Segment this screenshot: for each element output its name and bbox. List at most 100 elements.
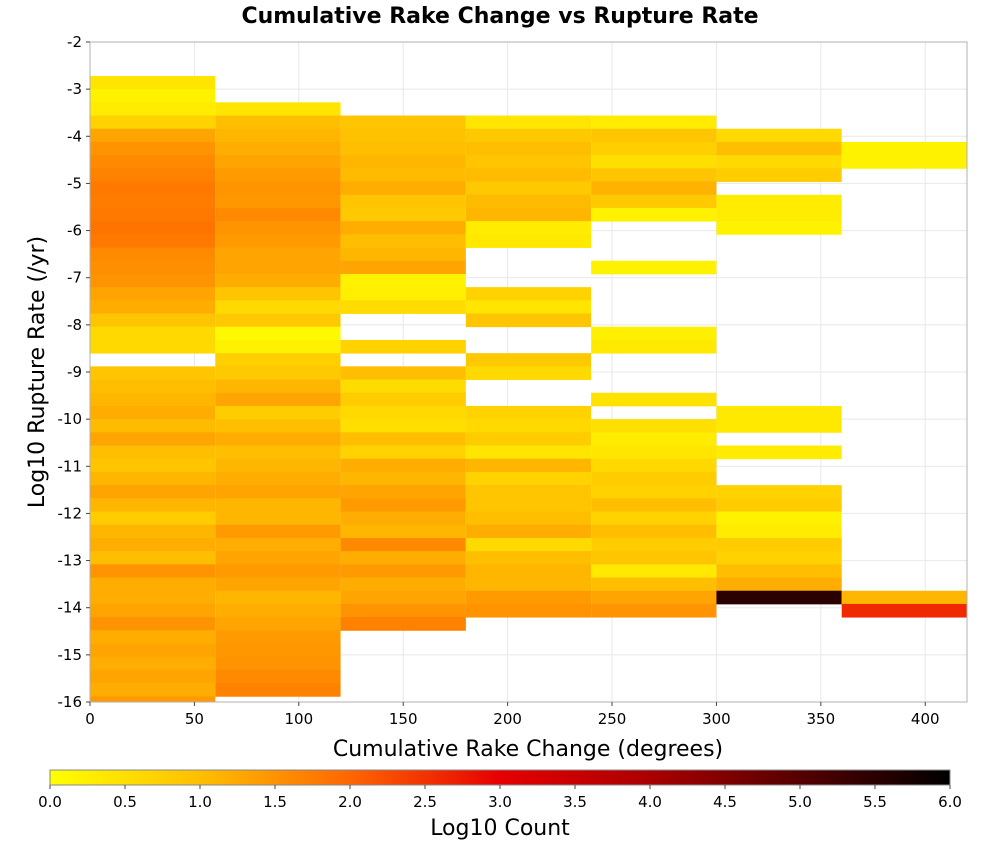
heatmap-cell [90, 366, 216, 380]
heatmap-cell [90, 234, 216, 248]
heatmap-cell [716, 564, 842, 578]
heatmap-cell [90, 326, 216, 341]
heatmap-cell [215, 551, 341, 565]
heatmap-cell [90, 128, 216, 143]
x-axis-label: Cumulative Rake Change (degrees) [333, 737, 723, 762]
heatmap-cell [340, 445, 466, 460]
heatmap-cell [90, 405, 216, 420]
heatmap-cell [591, 564, 717, 578]
heatmap-cell [215, 273, 341, 288]
heatmap-cell [90, 590, 216, 605]
heatmap-cell [465, 537, 592, 552]
heatmap-cell [591, 577, 717, 592]
colorbar-label: Log10 Count [430, 816, 570, 841]
heatmap-cell [716, 221, 842, 235]
heatmap-cell [340, 141, 466, 156]
heatmap-cell [215, 115, 341, 130]
heatmap-cell [340, 590, 466, 605]
y-tick-label: -11 [58, 457, 83, 475]
heatmap-cell [90, 564, 216, 578]
heatmap-cell [340, 287, 466, 301]
heatmap-cell [465, 234, 592, 248]
heatmap-cell [90, 115, 216, 130]
heatmap-cell [591, 511, 717, 526]
y-tick-label: -8 [67, 316, 82, 334]
heatmap-cell [90, 194, 216, 209]
heatmap-cell [215, 669, 341, 684]
heatmap-cell [340, 366, 466, 380]
colorbar-tick-label: 0.5 [113, 793, 137, 811]
heatmap-cell [591, 155, 717, 169]
colorbar-tick-label: 2.0 [338, 793, 362, 811]
heatmap-cell [340, 392, 466, 407]
heatmap-cell [90, 656, 216, 671]
heatmap-cell [591, 207, 717, 222]
heatmap-cell [591, 339, 717, 354]
heatmap-cell [90, 537, 216, 552]
heatmap-cell [90, 524, 216, 539]
y-tick-label: -14 [58, 599, 83, 617]
heatmap-cell [340, 168, 466, 182]
heatmap-cell [340, 379, 466, 394]
heatmap-cell [465, 564, 592, 578]
heatmap-cell [340, 511, 466, 526]
heatmap-cell [591, 485, 717, 499]
y-tick-label: -6 [67, 222, 82, 240]
chart-title: Cumulative Rake Change vs Rupture Rate [241, 4, 758, 29]
heatmap-cell [591, 537, 717, 552]
heatmap-cell [215, 379, 341, 394]
heatmap-cell [716, 141, 842, 156]
heatmap-cell [465, 551, 592, 565]
heatmap-cell [591, 115, 717, 130]
heatmap-cell [340, 234, 466, 248]
heatmap-cell [90, 696, 216, 703]
heatmap-cell [90, 485, 216, 499]
heatmap-cell [340, 603, 466, 618]
y-tick-label: -4 [67, 127, 82, 145]
heatmap-cell [465, 511, 592, 526]
heatmap-cell [90, 287, 216, 301]
heatmap-cell [215, 511, 341, 526]
heatmap-cell [340, 207, 466, 222]
heatmap-cell [215, 643, 341, 658]
heatmap-cell [591, 524, 717, 539]
heatmap-cell [340, 128, 466, 143]
heatmap-cell [465, 577, 592, 592]
heatmap-cell [465, 590, 592, 605]
heatmap-cell [591, 458, 717, 473]
heatmap-cell [90, 273, 216, 288]
heatmap-cell [90, 102, 216, 116]
heatmap-cell [90, 168, 216, 182]
y-axis-label: Log10 Rupture Rate (/yr) [25, 236, 50, 508]
colorbar-tick-label: 2.5 [413, 793, 437, 811]
heatmap-cell [716, 485, 842, 499]
colorbar-tick-label: 1.5 [263, 793, 287, 811]
heatmap-cell [90, 471, 216, 486]
heatmap-cell [90, 260, 216, 275]
heatmap-cell [465, 445, 592, 460]
heatmap-cell [340, 405, 466, 420]
colorbar-tick-label: 3.5 [563, 793, 587, 811]
heatmap-cell [215, 630, 341, 644]
heatmap-cell [465, 366, 592, 380]
heatmap-cell [90, 181, 216, 196]
heatmap-cell [465, 524, 592, 539]
heatmap-cell [340, 419, 466, 433]
heatmap-cell [215, 617, 341, 631]
heatmap-cell [591, 603, 717, 618]
heatmap-cell [716, 128, 842, 143]
heatmap-cell [340, 537, 466, 552]
heatmap-cell [90, 511, 216, 526]
heatmap-cell [340, 432, 466, 446]
heatmap-cell [215, 590, 341, 605]
heatmap-cell [465, 181, 592, 196]
heatmap-cell [841, 155, 967, 169]
heatmap-cell [841, 590, 967, 605]
x-tick-label: 0 [85, 710, 95, 728]
heatmap-cell [90, 445, 216, 460]
y-tick-label: -13 [58, 552, 83, 570]
colorbar-ticks: 0.0 0.5 1.0 1.5 2.0 2.5 3.0 3.5 4.0 4.5 5.0 5.5 6.0 [38, 785, 962, 811]
heatmap-cell [465, 603, 592, 618]
heatmap-cell [340, 498, 466, 512]
